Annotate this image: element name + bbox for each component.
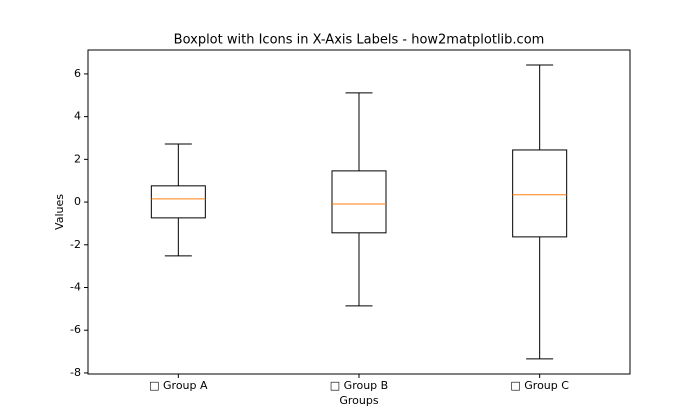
- box: [512, 149, 568, 238]
- x-tick-label: □ Group C: [510, 379, 569, 392]
- y-tick-label: 0: [74, 195, 81, 208]
- x-axis-label: Groups: [339, 394, 378, 407]
- chart-title: Boxplot with Icons in X-Axis Labels - ho…: [174, 33, 545, 48]
- y-tick-label: 6: [74, 67, 81, 80]
- x-tick-label: □ Group B: [330, 379, 388, 392]
- x-tick-label: □ Group A: [149, 379, 208, 392]
- y-tick-label: -6: [70, 323, 81, 336]
- y-tick-label: 2: [74, 152, 81, 165]
- box: [331, 170, 387, 234]
- y-tick-label: -8: [70, 366, 81, 379]
- y-axis-label: Values: [53, 194, 66, 230]
- y-tick-label: 4: [74, 110, 81, 123]
- box: [150, 185, 206, 219]
- y-tick-label: -2: [70, 238, 81, 251]
- y-tick-label: -4: [70, 281, 81, 294]
